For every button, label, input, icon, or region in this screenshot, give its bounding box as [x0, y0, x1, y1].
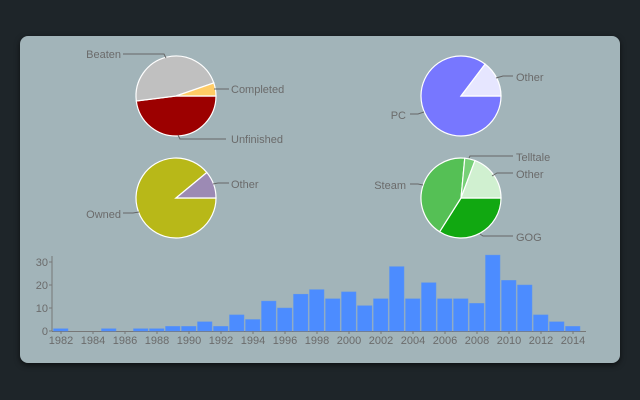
x-tick-label: 2008 — [465, 335, 489, 347]
bar-1993 — [229, 314, 245, 332]
label-leader-line — [123, 211, 140, 214]
pie-slice-steam — [420, 157, 466, 233]
bar-1995 — [261, 300, 277, 332]
x-tick-label: 1988 — [145, 335, 169, 347]
label-leader-line — [491, 172, 513, 177]
bar-2003 — [389, 266, 405, 332]
bar-2001 — [357, 305, 373, 332]
pie-label-beaten: Beaten — [86, 49, 121, 61]
x-tick-label: 1998 — [305, 335, 329, 347]
bar-1998 — [309, 289, 325, 332]
pie-label-other: Other — [231, 179, 259, 191]
x-tick-label: 1986 — [113, 335, 137, 347]
bar-2004 — [405, 298, 421, 332]
x-tick-label: 1994 — [241, 335, 265, 347]
bar-2005 — [421, 282, 437, 332]
bar-1994 — [245, 319, 261, 332]
label-leader-line — [410, 183, 424, 186]
label-leader-line — [468, 155, 513, 159]
x-tick-label: 1984 — [81, 335, 105, 347]
bar-2006 — [437, 298, 453, 332]
pie-label-pc: PC — [391, 110, 406, 122]
y-tick-label: 10 — [36, 303, 48, 315]
bar-2009 — [485, 254, 501, 332]
pie-label-other: Other — [516, 72, 544, 84]
pie-slice-unfinished — [135, 95, 217, 137]
bar-1997 — [293, 293, 309, 332]
x-tick-label: 1982 — [49, 335, 73, 347]
pie-label-gog: GOG — [516, 232, 542, 244]
bar-2014 — [565, 326, 581, 332]
bar-1982 — [53, 328, 69, 332]
pie-label-steam: Steam — [374, 180, 406, 192]
label-leader-line — [123, 53, 167, 59]
x-tick-label: 2014 — [561, 335, 585, 347]
pie-chart-3: Owned Other — [86, 157, 259, 239]
x-tick-label: 1990 — [177, 335, 201, 347]
bar-2008 — [469, 303, 485, 332]
x-tick-label: 1996 — [273, 335, 297, 347]
bar-1992 — [213, 326, 229, 332]
bar-2010 — [501, 280, 517, 332]
x-tick-label: 2000 — [337, 335, 361, 347]
bar-1987 — [133, 328, 149, 332]
bar-2011 — [517, 284, 533, 332]
label-leader-line — [410, 111, 425, 115]
bar-1989 — [165, 326, 181, 332]
bar-2013 — [549, 321, 565, 332]
pie-label-owned: Owned — [86, 209, 121, 221]
pie-label-completed: Completed — [231, 84, 284, 96]
bar-2000 — [341, 291, 357, 332]
pie-chart-2: PC Other — [391, 55, 544, 137]
bar-1991 — [197, 321, 213, 332]
bar-2012 — [533, 314, 549, 332]
pie-chart-4: GOG Steam Telltale Other — [374, 152, 550, 244]
bar-1988 — [149, 328, 165, 332]
bar-1996 — [277, 307, 293, 332]
bar-1990 — [181, 326, 197, 332]
y-tick-label: 0 — [42, 326, 48, 338]
x-tick-label: 1992 — [209, 335, 233, 347]
label-leader-line — [479, 233, 513, 237]
label-leader-line — [177, 134, 226, 140]
bar-2002 — [373, 298, 389, 332]
pie-slice-other — [174, 171, 217, 199]
pie-slice-beaten — [135, 55, 215, 102]
pie-label-telltale: Telltale — [516, 152, 550, 164]
pie-chart-1: Unfinished Beaten Completed — [86, 49, 284, 146]
pie-label-unfinished: Unfinished — [231, 134, 283, 146]
bar-1999 — [325, 298, 341, 332]
y-tick-label: 20 — [36, 280, 48, 292]
bar-2007 — [453, 298, 469, 332]
y-tick-label: 30 — [36, 257, 48, 269]
x-tick-label: 2010 — [497, 335, 521, 347]
pie-label-other: Other — [516, 169, 544, 181]
x-tick-label: 2002 — [369, 335, 393, 347]
bar-1985 — [101, 328, 117, 332]
x-tick-label: 2012 — [529, 335, 553, 347]
x-tick-label: 2004 — [401, 335, 425, 347]
x-tick-label: 2006 — [433, 335, 457, 347]
label-leader-line — [212, 182, 229, 185]
bar-chart: 0 10 20 30 1982 1984 1986 1988 1990 1992 1994 1996 1… — [36, 254, 586, 347]
label-leader-line — [495, 75, 513, 79]
